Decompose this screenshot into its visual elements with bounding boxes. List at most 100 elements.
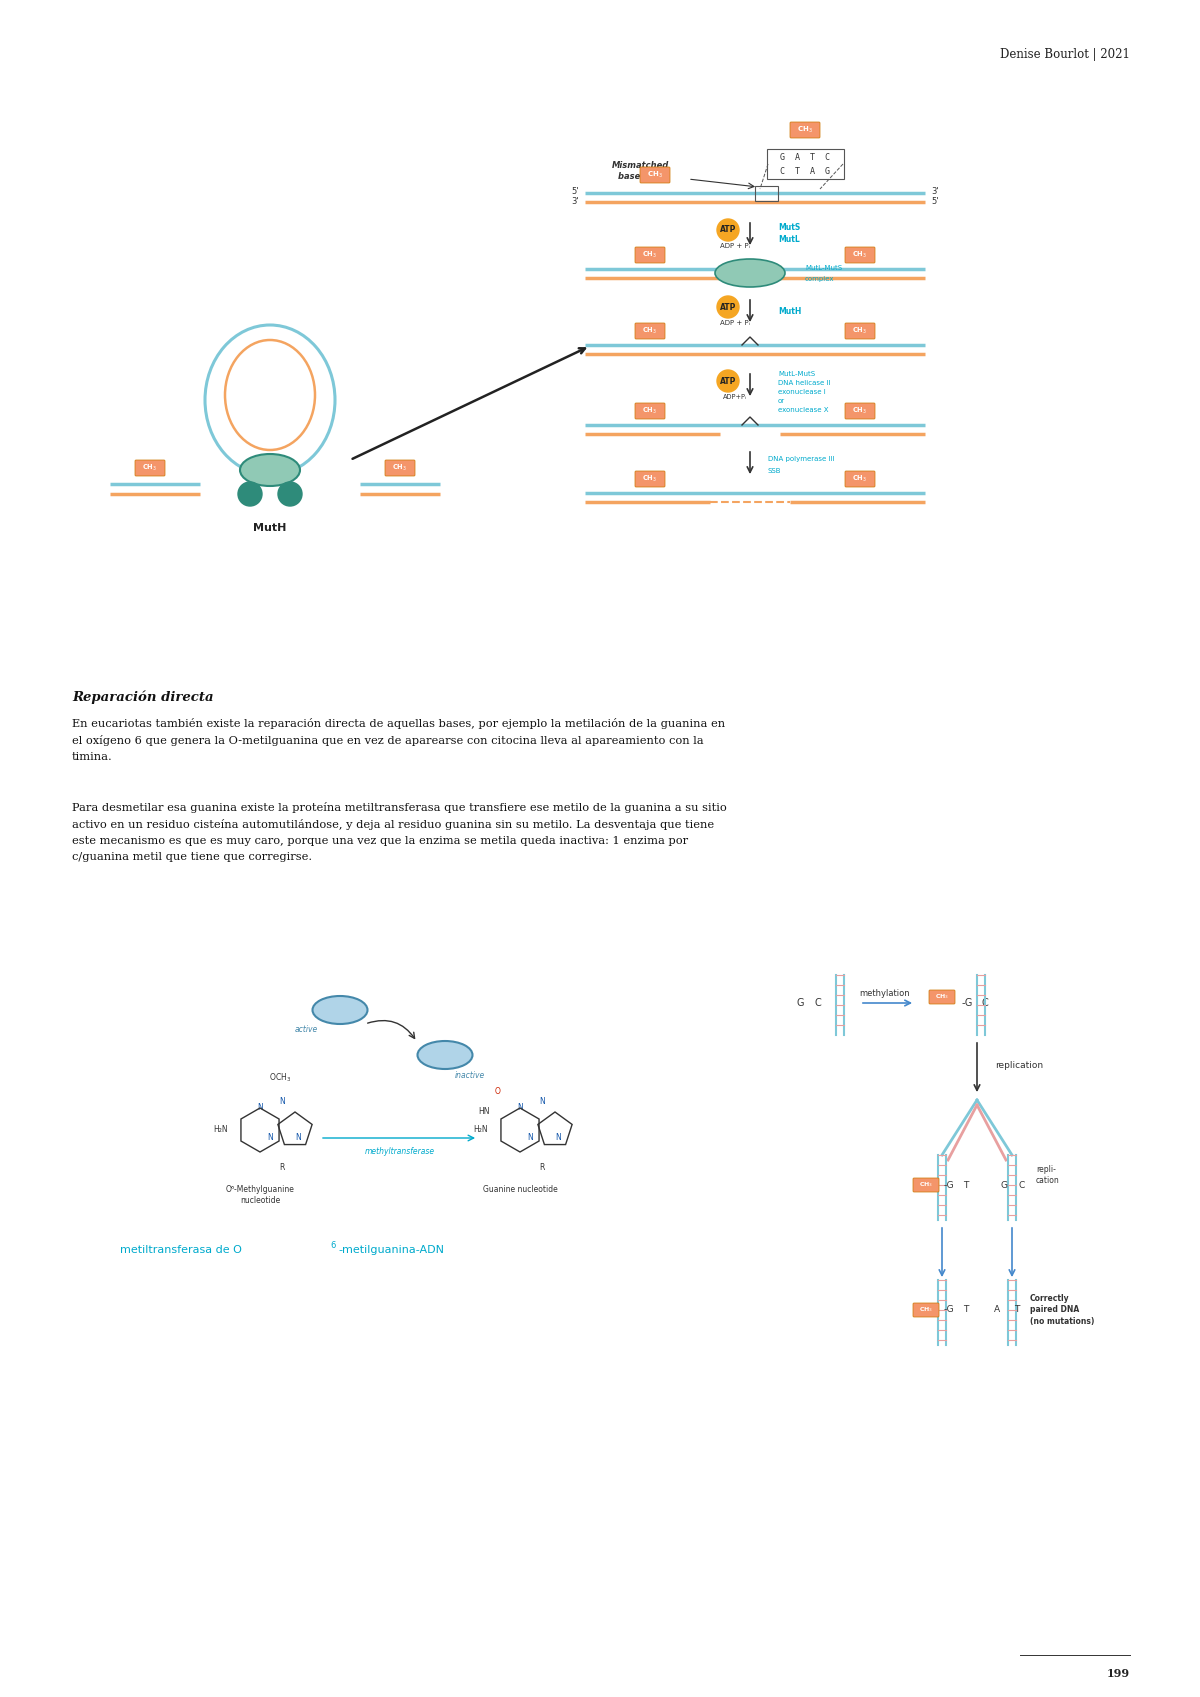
Text: MutS: MutS: [778, 224, 800, 232]
Ellipse shape: [418, 1040, 473, 1069]
Text: ATP: ATP: [720, 302, 736, 312]
Text: N: N: [556, 1134, 560, 1142]
Text: active: active: [294, 1025, 318, 1035]
Text: -G: -G: [962, 998, 973, 1008]
Text: ATP: ATP: [720, 377, 736, 385]
Text: CH$_3$: CH$_3$: [852, 406, 868, 416]
Circle shape: [278, 482, 302, 506]
Text: 3': 3': [571, 197, 578, 205]
Text: O: O: [496, 1088, 500, 1096]
Text: H₂N: H₂N: [214, 1125, 228, 1135]
Text: C: C: [1019, 1181, 1025, 1190]
Circle shape: [718, 295, 739, 317]
Text: replication: replication: [995, 1061, 1043, 1069]
Ellipse shape: [715, 260, 785, 287]
Text: T: T: [964, 1305, 968, 1315]
Text: 6: 6: [330, 1241, 335, 1249]
Text: N: N: [295, 1134, 301, 1142]
FancyBboxPatch shape: [635, 402, 665, 419]
FancyBboxPatch shape: [913, 1178, 940, 1191]
Text: CH$_3$: CH$_3$: [852, 326, 868, 336]
Text: 199: 199: [1106, 1668, 1130, 1678]
FancyBboxPatch shape: [385, 460, 415, 475]
FancyBboxPatch shape: [845, 322, 875, 339]
Text: DNA polymerase III: DNA polymerase III: [768, 456, 834, 462]
Text: DNA helicase II: DNA helicase II: [778, 380, 830, 385]
Text: exonuclease I: exonuclease I: [778, 389, 826, 395]
Text: -G: -G: [944, 1181, 955, 1190]
Text: Cys—SH: Cys—SH: [324, 1006, 356, 1015]
Text: 5': 5': [571, 187, 578, 195]
Text: -G: -G: [944, 1305, 955, 1315]
Text: Denise Bourlot | 2021: Denise Bourlot | 2021: [1000, 48, 1130, 61]
Text: N: N: [257, 1103, 263, 1113]
FancyBboxPatch shape: [134, 460, 166, 475]
Text: complex: complex: [805, 277, 834, 282]
Text: N: N: [517, 1103, 523, 1113]
Text: C: C: [982, 998, 989, 1008]
Text: -metilguanina-ADN: -metilguanina-ADN: [338, 1246, 444, 1256]
Text: Reparación directa: Reparación directa: [72, 691, 214, 704]
Text: CH$_3$: CH$_3$: [797, 126, 812, 136]
Text: MutH: MutH: [253, 523, 287, 533]
FancyBboxPatch shape: [845, 248, 875, 263]
Text: ATP: ATP: [720, 226, 736, 234]
Text: ADP + Pᵢ: ADP + Pᵢ: [720, 243, 750, 249]
Text: methylation: methylation: [859, 988, 911, 998]
FancyBboxPatch shape: [635, 322, 665, 339]
FancyBboxPatch shape: [790, 122, 820, 137]
Text: CH$_3$: CH$_3$: [935, 993, 949, 1001]
FancyBboxPatch shape: [635, 248, 665, 263]
Text: MutH: MutH: [778, 307, 802, 316]
Circle shape: [718, 370, 739, 392]
Text: CH$_3$: CH$_3$: [919, 1181, 934, 1190]
Text: N: N: [268, 1134, 272, 1142]
Text: MutL-MutS: MutL-MutS: [778, 372, 815, 377]
Text: N: N: [539, 1098, 545, 1106]
FancyBboxPatch shape: [845, 472, 875, 487]
Circle shape: [238, 482, 262, 506]
Text: SSB: SSB: [768, 468, 781, 473]
Text: Guanine nucleotide: Guanine nucleotide: [482, 1185, 557, 1195]
FancyBboxPatch shape: [635, 472, 665, 487]
Ellipse shape: [312, 996, 367, 1023]
Text: CH$_3$: CH$_3$: [919, 1305, 934, 1315]
Text: C  T  A  G: C T A G: [780, 166, 830, 175]
Text: N: N: [280, 1098, 284, 1106]
Text: OCH$_3$: OCH$_3$: [269, 1073, 292, 1084]
Text: HN: HN: [479, 1108, 490, 1117]
Text: En eucariotas también existe la reparación directa de aquellas bases, por ejempl: En eucariotas también existe la reparaci…: [72, 718, 725, 762]
Text: R: R: [280, 1164, 284, 1173]
Text: O⁶-Methylguanine
nucleotide: O⁶-Methylguanine nucleotide: [226, 1185, 294, 1205]
FancyBboxPatch shape: [913, 1303, 940, 1317]
Text: CH$_3$: CH$_3$: [143, 463, 157, 473]
Text: Cys—S—CH$_3$: Cys—S—CH$_3$: [422, 1050, 468, 1061]
Text: ADP+Pᵢ: ADP+Pᵢ: [722, 394, 748, 400]
Text: Correctly
paired DNA
(no mutations): Correctly paired DNA (no mutations): [1030, 1295, 1094, 1325]
Text: or: or: [778, 399, 785, 404]
Circle shape: [718, 219, 739, 241]
Text: G  A  T  C: G A T C: [780, 153, 830, 161]
Ellipse shape: [240, 455, 300, 485]
Text: G: G: [797, 998, 804, 1008]
Text: CH$_3$: CH$_3$: [852, 473, 868, 484]
Text: R: R: [539, 1164, 545, 1173]
Text: CH$_3$: CH$_3$: [852, 249, 868, 260]
FancyBboxPatch shape: [640, 166, 670, 183]
FancyBboxPatch shape: [929, 989, 955, 1005]
Text: methyltransferase: methyltransferase: [365, 1147, 436, 1156]
Text: MutL: MutL: [778, 236, 799, 244]
Text: inactive: inactive: [455, 1071, 485, 1079]
Text: CH$_3$: CH$_3$: [647, 170, 662, 180]
Text: H₂N: H₂N: [473, 1125, 488, 1135]
Text: CH$_3$: CH$_3$: [642, 326, 658, 336]
Text: 5': 5': [931, 197, 938, 205]
Text: metiltransferasa de O: metiltransferasa de O: [120, 1246, 242, 1256]
Text: T: T: [964, 1181, 968, 1190]
Text: CH$_3$: CH$_3$: [392, 463, 408, 473]
Text: exonuclease X: exonuclease X: [778, 407, 828, 412]
Text: MutL-MutS: MutL-MutS: [805, 265, 842, 272]
Text: N: N: [527, 1134, 533, 1142]
Text: Mismatched
base pair: Mismatched base pair: [611, 161, 668, 182]
Text: ADP + Pᵢ: ADP + Pᵢ: [720, 321, 750, 326]
